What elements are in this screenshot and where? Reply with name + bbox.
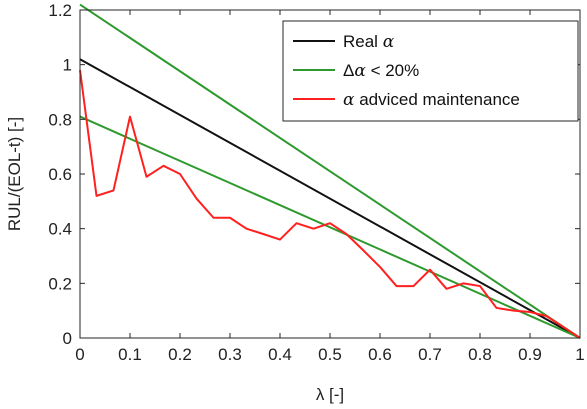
x-tick-label: 0.6: [368, 345, 392, 364]
x-tick-label: 0.1: [118, 345, 142, 364]
series-layer: [79, 3, 581, 339]
x-tick-label: 0.3: [218, 345, 242, 364]
legend-prefix: Real: [343, 32, 383, 51]
ticks-layer: 0 0.1 0.2 0.3 0.4 0.5 0.6 0.7 0.8 0.9 1 0 0.2 0.4 0.6 0…: [48, 1, 584, 364]
series-line-3: [79, 69, 581, 339]
legend-entry-delta-alpha: Δα < 20%: [343, 61, 419, 81]
y-tick-label: 1: [63, 56, 72, 75]
y-tick-label: 0.6: [48, 165, 72, 184]
series-line-0: [79, 58, 581, 339]
x-tick-label: 0.7: [418, 345, 442, 364]
x-tick-label: 0.4: [268, 345, 292, 364]
x-axis-title: λ [-]: [316, 385, 344, 404]
x-tick-label: 0.2: [168, 345, 192, 364]
legend-prefix: Δ: [343, 61, 354, 80]
y-tick-label: 0.4: [48, 220, 72, 239]
x-tick-label: 0.9: [518, 345, 542, 364]
x-tick-label: 0.8: [468, 345, 492, 364]
legend-suffix: adviced maintenance: [354, 90, 519, 109]
x-tick-label: 0.5: [318, 345, 342, 364]
y-tick-label: 0.8: [48, 110, 72, 129]
legend-entry-advised-maintenance: α adviced maintenance: [343, 90, 520, 110]
y-tick-label: 0.2: [48, 274, 72, 293]
legend: Real α Δα < 20% α adviced maintenance: [282, 20, 579, 122]
x-tick-label: 0: [75, 345, 84, 364]
legend-symbol: α: [343, 90, 355, 110]
y-tick-label: 1.2: [48, 1, 72, 20]
legend-suffix: < 20%: [366, 61, 419, 80]
series-line-2: [79, 115, 581, 339]
series-line-1: [79, 3, 581, 339]
y-axis-title: RUL/(EOL-t) [-]: [5, 117, 24, 231]
legend-entry-real-alpha: Real α: [343, 32, 395, 52]
legend-symbol: α: [354, 61, 366, 81]
x-tick-label: 1: [575, 345, 584, 364]
y-tick-label: 0: [63, 329, 72, 348]
legend-symbol: α: [383, 32, 395, 52]
